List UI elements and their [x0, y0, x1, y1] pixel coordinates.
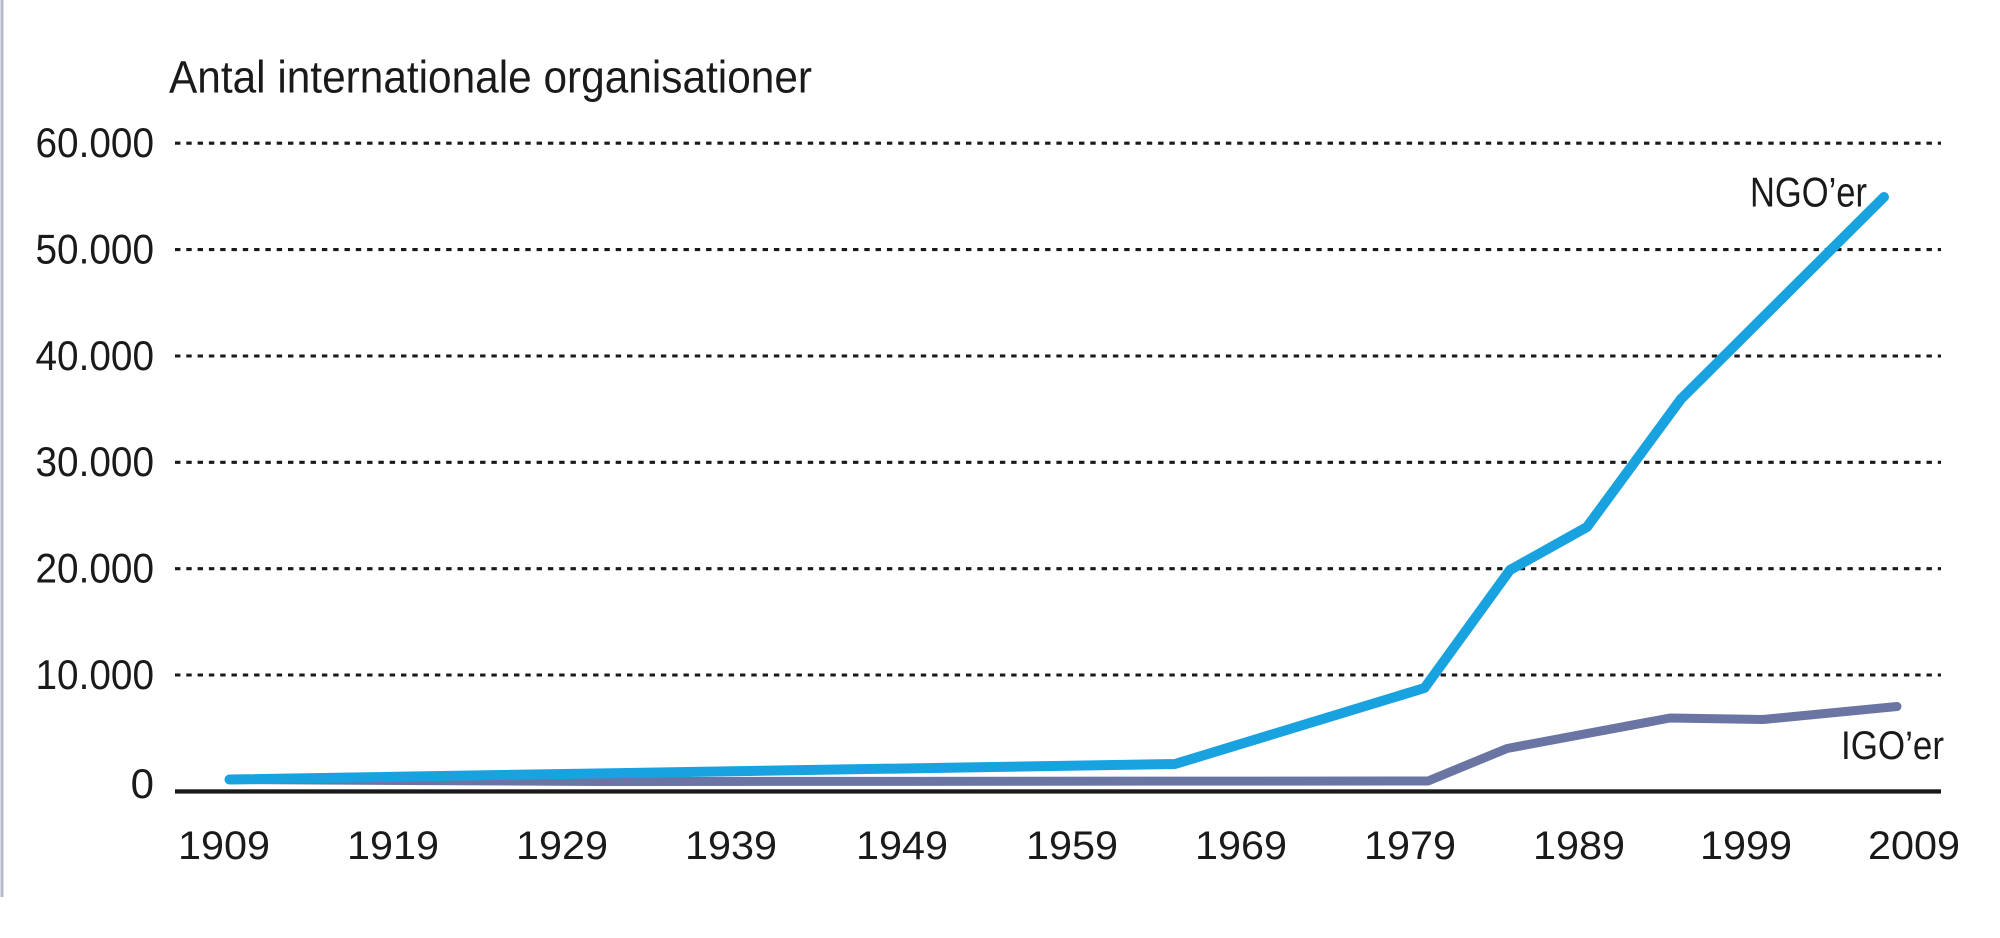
svg-text:50.000: 50.000 — [36, 225, 155, 272]
svg-text:30.000: 30.000 — [36, 438, 155, 485]
svg-text:1929: 1929 — [516, 824, 608, 868]
svg-text:0: 0 — [131, 760, 154, 807]
svg-text:40.000: 40.000 — [36, 332, 155, 379]
svg-text:60.000: 60.000 — [36, 119, 155, 166]
svg-text:1949: 1949 — [856, 824, 948, 868]
svg-text:1909: 1909 — [178, 824, 270, 868]
svg-text:IGO’er: IGO’er — [1841, 724, 1944, 768]
svg-text:NGO’er: NGO’er — [1750, 169, 1867, 216]
svg-text:2009: 2009 — [1868, 824, 1960, 868]
svg-text:1989: 1989 — [1533, 824, 1625, 868]
svg-text:1999: 1999 — [1700, 824, 1792, 868]
svg-text:1919: 1919 — [347, 824, 439, 868]
svg-text:10.000: 10.000 — [36, 651, 155, 698]
svg-text:1959: 1959 — [1026, 824, 1118, 868]
svg-text:20.000: 20.000 — [36, 545, 155, 592]
svg-text:1969: 1969 — [1195, 824, 1287, 868]
svg-text:1939: 1939 — [685, 824, 777, 868]
svg-text:1979: 1979 — [1364, 824, 1456, 868]
svg-text:Antal internationale organisat: Antal internationale organisationer — [169, 51, 812, 102]
